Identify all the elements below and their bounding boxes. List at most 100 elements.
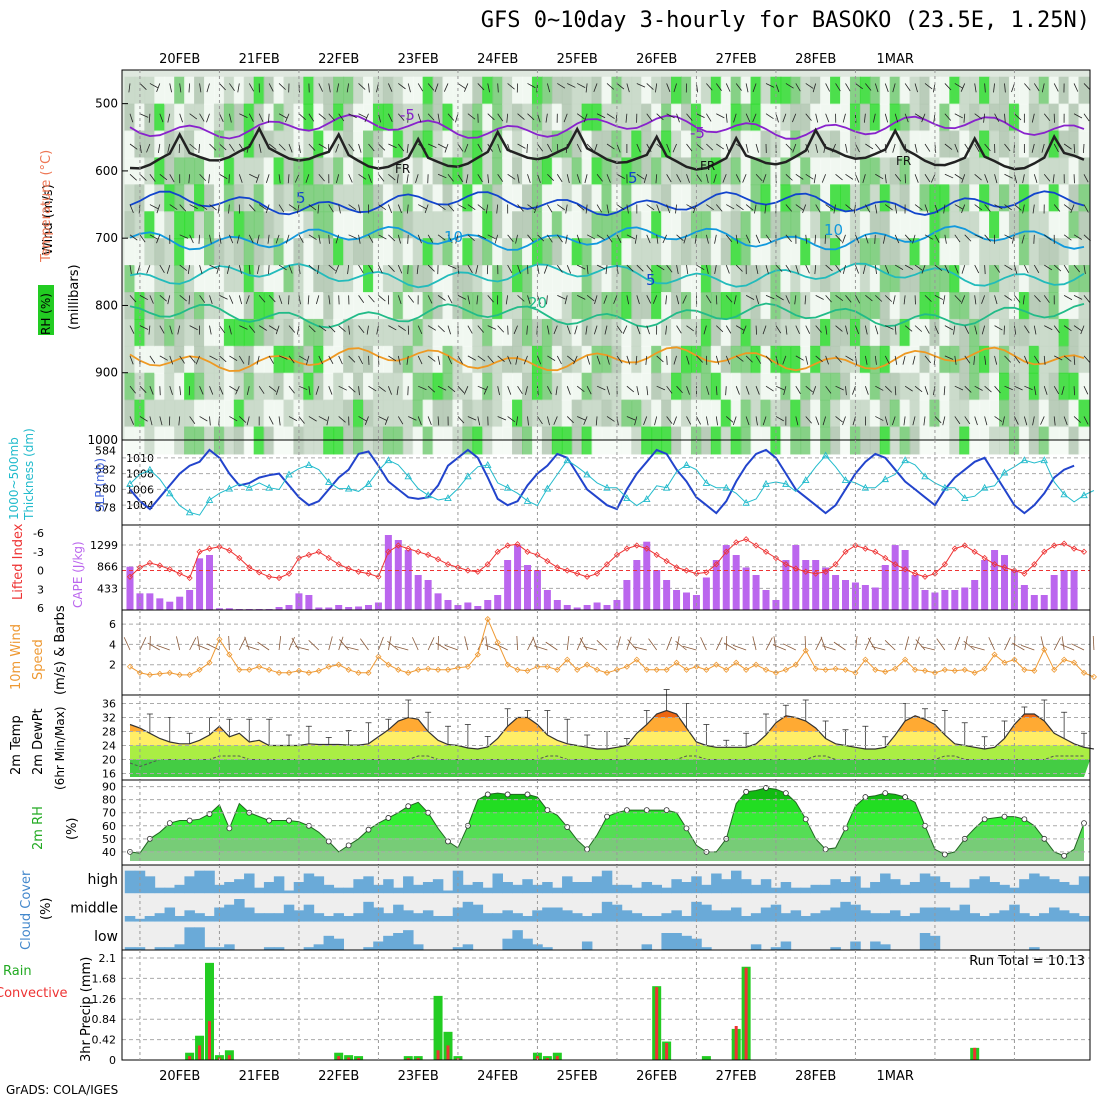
cape-bar (901, 550, 909, 610)
upper-wind-barb (1033, 234, 1035, 244)
cape-bar (176, 596, 184, 610)
upper-wind-barb (686, 204, 695, 210)
upper-wind-barb (497, 143, 501, 153)
upper-wind-barb (189, 143, 197, 151)
li-marker (216, 543, 223, 550)
rh-cell (412, 184, 424, 213)
rh-cell (859, 318, 871, 347)
rh-cell (1018, 318, 1030, 347)
upper-wind-barb (914, 113, 923, 119)
upper-wind-barb (346, 83, 350, 93)
rh-cell (770, 211, 782, 240)
rh-cell (700, 265, 712, 293)
upper-wind-barb (835, 173, 843, 181)
upper-wind-barb (654, 416, 658, 426)
upper-wind-barb (715, 355, 720, 365)
cape-bar (722, 545, 730, 610)
upper-wind-barb (765, 83, 775, 88)
upper-wind-barb (1033, 386, 1037, 396)
rh-cell (820, 265, 832, 293)
rh-cell (571, 76, 583, 105)
rh-cell (1028, 238, 1040, 267)
rh-cell (909, 265, 921, 293)
rh-cell (800, 292, 812, 320)
rh-cell (730, 103, 742, 132)
rh-cell (830, 399, 842, 428)
rh-marker (504, 791, 511, 798)
upper-wind-barb (603, 295, 608, 304)
cloud-cell-low (124, 947, 136, 950)
upper-wind-barb (235, 386, 240, 395)
upper-wind-barb (129, 385, 136, 394)
upper-wind-barb (407, 83, 411, 93)
rh-cell (1018, 292, 1030, 320)
rh-cell (512, 184, 524, 213)
upper-wind-barb (1073, 143, 1076, 154)
upper-wind-barb (318, 416, 327, 421)
rh-cell (343, 318, 355, 347)
upper-wind-barb (308, 113, 315, 122)
upper-wind-barb (1073, 325, 1082, 332)
wind-speed-marker (166, 669, 173, 676)
wind-speed-marker (156, 670, 163, 677)
wind-barb (533, 645, 548, 651)
contour-label: 10 (444, 228, 463, 246)
upper-wind-barb (904, 325, 913, 332)
rh-cell (969, 399, 981, 428)
rh-cell (879, 157, 891, 186)
rh-cell (382, 103, 394, 132)
upper-wind-barb (984, 204, 991, 212)
rh-cell (790, 399, 802, 428)
cloud-cell-high (174, 884, 185, 894)
wind-barb (291, 637, 300, 651)
upper-wind-barb (643, 174, 648, 184)
thickness-marker (702, 478, 711, 486)
upper-wind-barb (566, 325, 571, 335)
upper-wind-barb (447, 204, 455, 212)
rh-cell (233, 157, 245, 186)
rh-cell (1048, 184, 1060, 213)
upper-wind-barb (229, 83, 235, 92)
upper-wind-barb (645, 355, 648, 365)
cloud-cell-middle (641, 916, 653, 922)
upper-wind-barb (813, 174, 817, 184)
wind-barb (596, 640, 608, 651)
wind-speed-marker (762, 666, 770, 673)
thickness-marker (444, 494, 452, 502)
upper-wind-barb (914, 204, 923, 211)
rh-cell (869, 345, 881, 374)
upper-wind-barb (902, 355, 906, 365)
upper-wind-barb (903, 295, 906, 305)
li-marker (802, 568, 809, 575)
rh-cell (939, 318, 951, 347)
rh-cell (780, 211, 792, 240)
upper-wind-barb (148, 113, 151, 123)
wind-barb (196, 644, 210, 651)
upper-wind-barb (219, 234, 222, 244)
rh-cell (919, 238, 931, 267)
upper-wind-barb (268, 143, 277, 150)
upper-wind-barb (1073, 83, 1079, 92)
rh-cell (1078, 318, 1090, 347)
rh-cell (859, 184, 871, 213)
rh-cell (253, 399, 265, 428)
wind-speed-marker (772, 669, 780, 676)
upper-wind-barb (686, 265, 689, 275)
rh-cell (273, 292, 285, 320)
rh-cell (243, 318, 255, 347)
upper-wind-barb (318, 355, 323, 365)
rh-cell (382, 184, 394, 213)
upper-wind-barb (775, 295, 784, 301)
upper-wind-barb (547, 385, 552, 395)
thickness-marker (941, 483, 949, 491)
upper-wind-barb (686, 174, 690, 183)
rh-cell (402, 184, 414, 213)
li-line (129, 538, 1085, 579)
upper-wind-barb (496, 204, 499, 214)
upper-wind-barb (437, 385, 447, 391)
rh-cell (869, 103, 881, 132)
upper-wind-barb (745, 83, 749, 93)
rh-cell (601, 211, 613, 240)
upper-wind-barb (1043, 386, 1048, 395)
rh-band (130, 851, 1084, 861)
